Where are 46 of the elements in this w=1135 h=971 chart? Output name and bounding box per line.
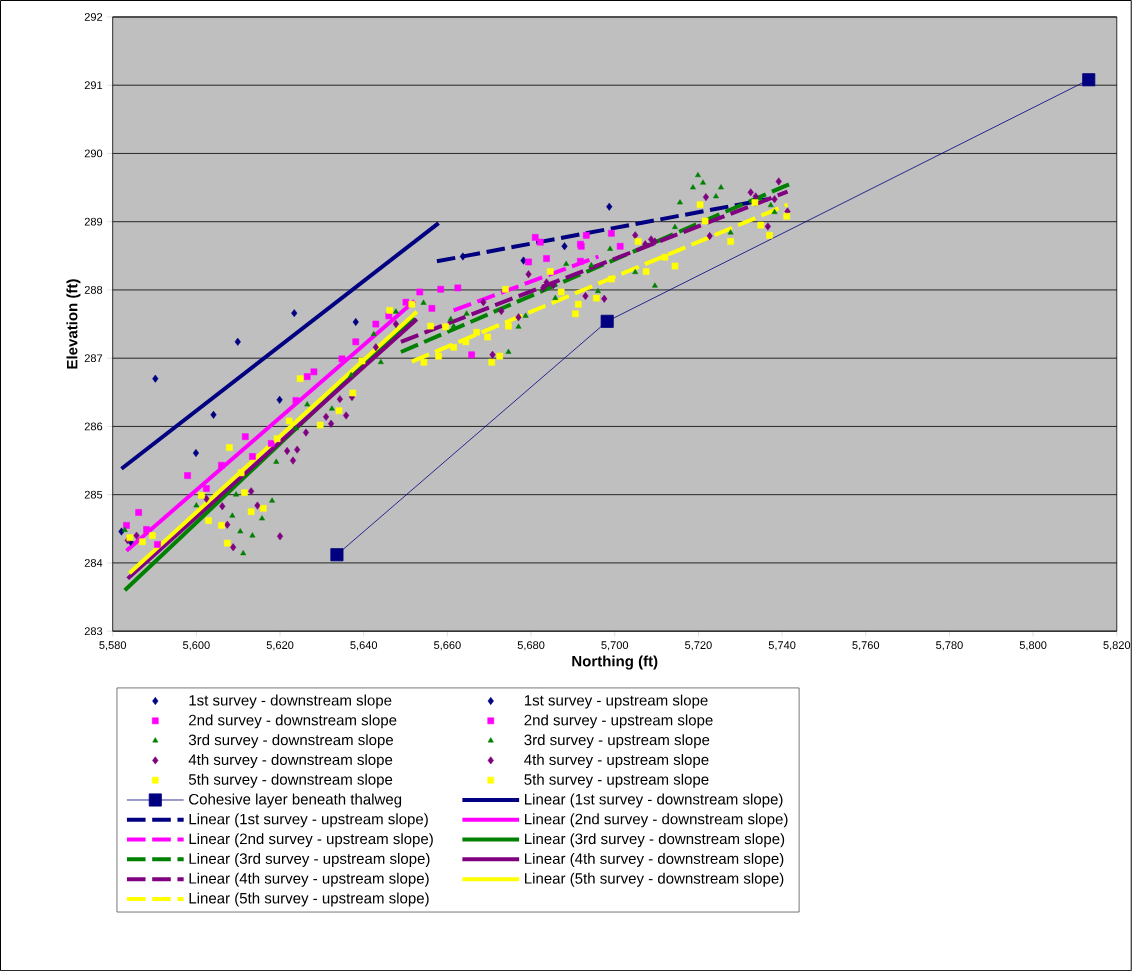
x-tick-label: 5,620 <box>266 641 294 651</box>
legend-label: Linear (5th survey - upstream slope) <box>189 892 429 907</box>
legend-label: 4th survey - downstream slope <box>188 753 393 768</box>
y-tick-label: 292 <box>84 12 103 21</box>
y-tick-label: 289 <box>84 217 103 226</box>
y-tick-label: 284 <box>84 558 103 567</box>
y-tick-label: 286 <box>84 422 103 431</box>
x-tick-label: 5,600 <box>182 641 210 651</box>
x-axis-title: Northing (ft) <box>572 655 658 670</box>
y-tick-label: 291 <box>84 81 103 90</box>
legend-label: Linear (1st survey - upstream slope) <box>189 813 428 828</box>
x-tick-label: 5,700 <box>601 641 629 651</box>
y-tick-label: 283 <box>84 627 103 635</box>
x-tick-label: 5,740 <box>768 641 796 651</box>
y-tick-label: 287 <box>84 354 103 363</box>
y-tick-label: 285 <box>84 490 103 499</box>
legend-label: Linear (2nd survey - downstream slope) <box>525 813 788 828</box>
legend-label: 1st survey - upstream slope <box>524 694 708 709</box>
x-tick-label: 5,580 <box>99 641 127 651</box>
legend-label: 2nd survey - upstream slope <box>524 714 713 729</box>
legend-label: Linear (4th survey - downstream slope) <box>525 852 784 867</box>
legend-label: Linear (3rd survey - downstream slope) <box>525 833 785 848</box>
legend-label: Cohesive layer beneath thalweg <box>189 793 402 808</box>
x-tick-label: 5,680 <box>517 641 545 651</box>
y-tick-label: 288 <box>84 285 103 294</box>
legend-label: 5th survey - upstream slope <box>524 773 709 788</box>
legend-label: Linear (3rd survey - upstream slope) <box>189 852 430 867</box>
legend-label: 5th survey - downstream slope <box>188 773 393 788</box>
legend-label: 2nd survey - downstream slope <box>189 714 397 729</box>
x-tick-label: 5,720 <box>685 641 712 651</box>
legend-label: 1st survey - downstream slope <box>189 694 392 709</box>
x-tick-label: 5,640 <box>350 641 378 651</box>
x-tick-label: 5,800 <box>1019 641 1047 651</box>
legend-label: Linear (5th survey - downstream slope) <box>525 872 784 887</box>
x-tick-label: 5,660 <box>434 641 461 651</box>
x-tick-label: 5,760 <box>852 641 880 651</box>
legend-label: Linear (2nd survey - upstream slope) <box>189 833 433 848</box>
y-tick-label: 290 <box>84 149 103 158</box>
legend-label: 3rd survey - upstream slope <box>524 734 710 749</box>
legend-label: 3rd survey - downstream slope <box>188 734 394 749</box>
legend-label: Linear (1st survey - downstream slope) <box>525 793 783 808</box>
y-axis-title: Elevation (ft) <box>66 279 81 369</box>
legend-label: Linear (4th survey - upstream slope) <box>189 872 429 887</box>
legend-label: 4th survey - upstream slope <box>524 753 709 768</box>
x-tick-label: 5,820 <box>1103 641 1131 651</box>
x-tick-label: 5,780 <box>936 641 963 651</box>
